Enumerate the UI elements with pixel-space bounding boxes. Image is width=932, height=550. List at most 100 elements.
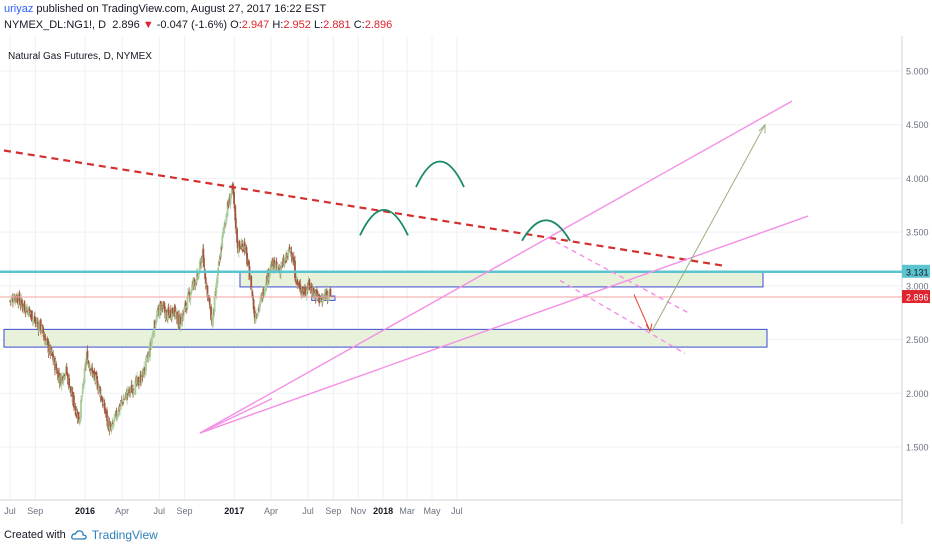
candle-body	[203, 257, 205, 267]
x-tick-label: Sep	[325, 506, 341, 516]
candle-body	[132, 391, 135, 393]
candle-body	[307, 289, 309, 291]
candle-body	[256, 317, 259, 318]
candle-body	[171, 309, 173, 320]
candle-body	[28, 306, 30, 317]
candle-body	[250, 290, 253, 292]
candle-body	[156, 308, 159, 315]
candle-body	[109, 425, 111, 431]
candle-body	[109, 425, 112, 427]
head-arc[interactable]	[415, 160, 465, 188]
resistance-zone-upper[interactable]	[239, 271, 764, 288]
candle-body	[326, 290, 328, 296]
last-price-tag	[902, 290, 930, 304]
projection-down-line[interactable]	[633, 294, 651, 332]
candle-body	[129, 390, 132, 392]
candle-body	[23, 303, 26, 307]
time-axis[interactable]: Jul Sep 2016 Apr Jul Sep 2017 Apr Jul Sep Nov 2018 M…	[4, 506, 462, 516]
candle-body	[188, 291, 191, 294]
candle-body	[121, 401, 124, 403]
candle-body	[281, 262, 283, 268]
candle-body	[299, 284, 302, 292]
candle-body	[185, 306, 188, 310]
support-trendline-shallow[interactable]	[199, 215, 809, 434]
arrow-down-icon	[645, 323, 653, 333]
projection-up-line[interactable]	[651, 124, 766, 332]
candle-body	[247, 260, 250, 265]
candle-body	[47, 341, 50, 353]
candle-body	[205, 283, 208, 287]
candle-body	[159, 303, 162, 305]
support-zone-lower[interactable]	[3, 328, 768, 348]
candle-body	[318, 294, 321, 304]
candle-body	[238, 240, 241, 247]
candle-body	[276, 267, 279, 269]
left-shoulder-arc[interactable]	[359, 208, 409, 236]
last-price-text: 2.896	[906, 293, 929, 303]
candle-body	[323, 297, 325, 299]
candle-body	[227, 201, 230, 206]
candle-body	[321, 298, 324, 302]
candle-body	[311, 288, 314, 294]
tradingview-brand[interactable]: TradingView	[91, 528, 158, 542]
candle-body	[295, 281, 298, 284]
candle-body	[198, 272, 201, 274]
candle-body	[221, 232, 224, 237]
candle-body	[174, 305, 176, 317]
candle-body	[90, 370, 92, 373]
footer: Created with TradingView	[4, 528, 158, 542]
candle-body	[226, 202, 229, 217]
candle-body	[124, 394, 127, 396]
candle-body	[208, 299, 211, 309]
candle-body	[297, 286, 299, 288]
candle-body	[93, 372, 96, 377]
x-tick-label: 2017	[224, 506, 244, 516]
price-chart[interactable]: Natural Gas Futures, D, NYMEX 1.500 2.000…	[0, 36, 932, 524]
candle-body	[206, 286, 209, 298]
candle-body	[41, 324, 44, 327]
candle-body	[28, 308, 31, 311]
candle-body	[329, 288, 332, 297]
candle-body	[239, 248, 242, 250]
candle-body	[186, 296, 189, 309]
candle-body	[165, 311, 168, 321]
right-shoulder-arc[interactable]	[521, 219, 571, 242]
x-tick-label: 2018	[373, 506, 393, 516]
candle-body	[134, 380, 137, 395]
symbol-label[interactable]: NYMEX_DL:NG1!, D	[4, 19, 107, 31]
candle-body	[88, 367, 91, 370]
candle-body	[189, 295, 192, 301]
support-trendline-steep[interactable]	[199, 100, 793, 434]
candle-body	[253, 311, 256, 321]
candle-body	[246, 253, 248, 265]
candle-body	[177, 323, 179, 325]
candle-body	[296, 279, 299, 285]
x-tick-label: Jul	[4, 506, 16, 516]
candle-body	[309, 288, 312, 290]
candle-body	[240, 243, 243, 247]
candle-body	[313, 291, 316, 296]
candle-body	[251, 291, 254, 298]
candle-body	[185, 308, 188, 310]
price-axis[interactable]: 1.500 2.000 2.500 3.000 3.500 4.000 4.500 5.000	[906, 67, 929, 453]
candle-body	[12, 302, 15, 304]
resistance-trendline-dashed[interactable]	[3, 149, 723, 267]
candle-body	[130, 385, 133, 393]
candle-body	[304, 287, 306, 294]
channel-lower-dashed[interactable]	[559, 279, 686, 355]
candle-body	[191, 284, 194, 291]
candle-body	[46, 340, 49, 343]
candle-body	[62, 380, 65, 384]
candle-body	[208, 297, 211, 300]
support-trendline-base[interactable]	[199, 398, 273, 434]
y-tick-label: 2.000	[906, 389, 929, 399]
candle-body	[82, 382, 85, 386]
candle-body	[166, 308, 169, 320]
candle-body	[155, 315, 158, 323]
candle-body	[192, 279, 195, 286]
candle-body	[88, 364, 91, 368]
candle-body	[122, 402, 124, 405]
level-price-text: 3.131	[906, 267, 929, 277]
candle-body	[289, 249, 292, 253]
publisher-name[interactable]: uriyaz	[4, 3, 34, 15]
